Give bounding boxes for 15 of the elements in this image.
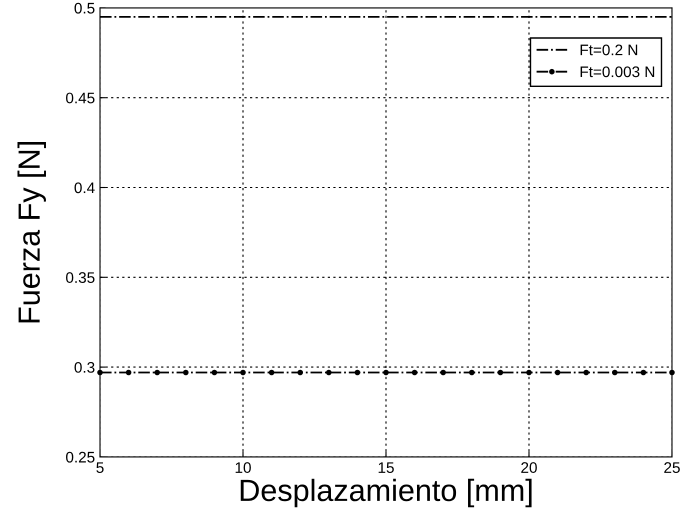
legend-label: Ft=0.003 N <box>580 66 654 78</box>
x-tick-label: 10 <box>236 462 251 473</box>
y-axis-title: Fuerza Fy [N] <box>17 142 46 322</box>
y-tick-label: 0.4 <box>74 182 95 194</box>
x-tick-label: 15 <box>378 462 394 473</box>
y-tick-label: 0.3 <box>74 362 94 373</box>
x-axis-title: Desplazamiento [mm] <box>240 478 532 508</box>
x-tick-label: 25 <box>664 462 680 473</box>
y-tick-label: 0.45 <box>66 92 95 104</box>
legend-label: Ft=0.2 N <box>580 44 638 56</box>
y-tick-label: 0.35 <box>66 272 95 283</box>
y-tick-label: 0.5 <box>74 2 95 14</box>
y-tick-label: 0.25 <box>66 452 95 463</box>
x-tick-label: 20 <box>521 462 537 473</box>
x-tick-label: 5 <box>96 462 104 473</box>
